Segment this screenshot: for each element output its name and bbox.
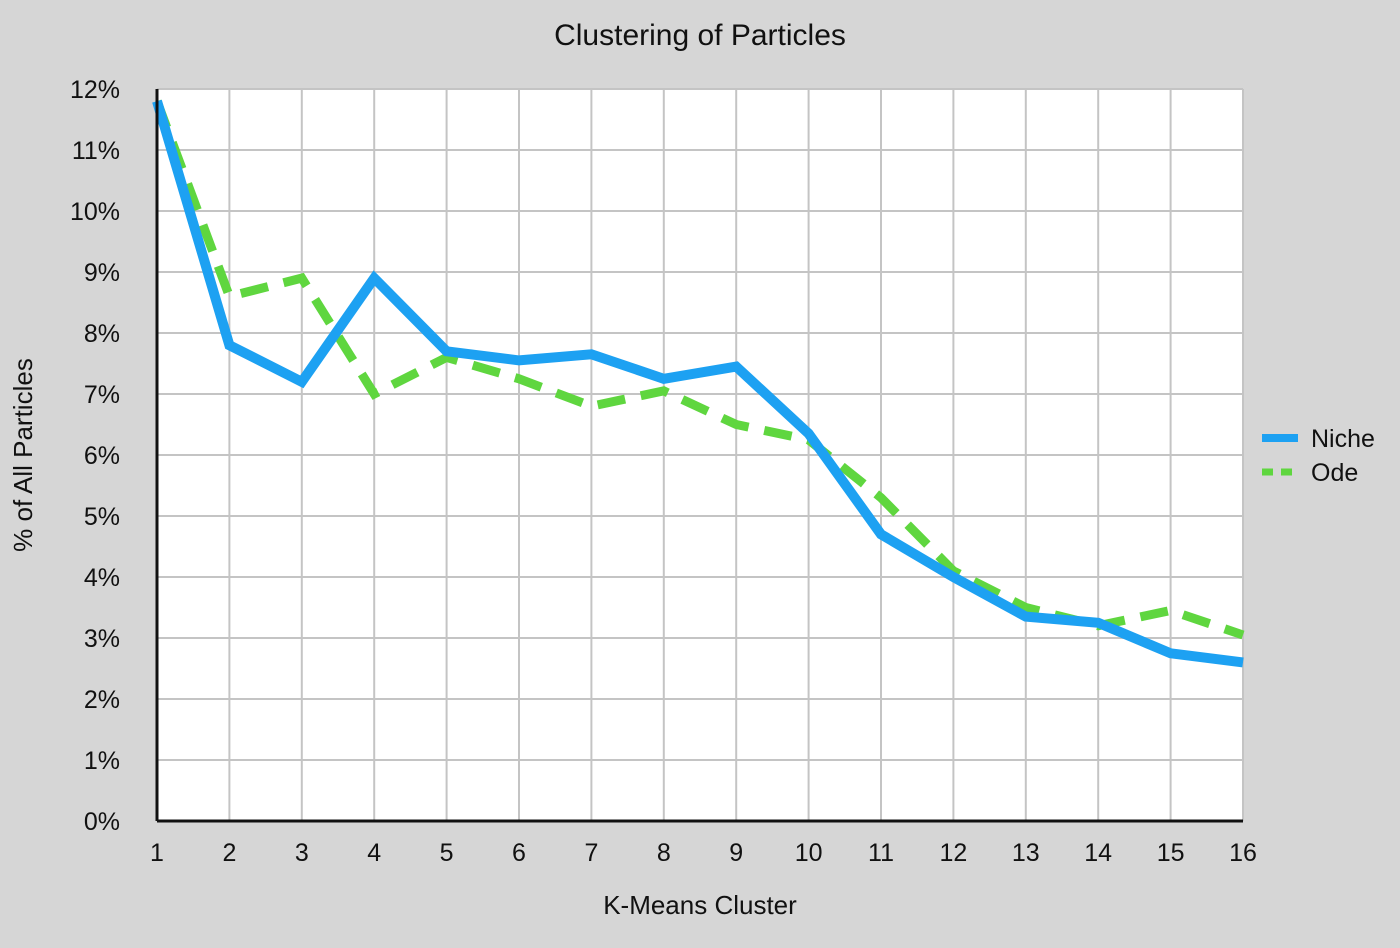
x-tick-label: 4 xyxy=(367,839,381,867)
x-tick-label: 3 xyxy=(295,839,309,867)
y-tick-label: 1% xyxy=(84,747,120,775)
x-tick-label: 2 xyxy=(222,839,236,867)
axes xyxy=(155,89,1243,823)
x-tick-label: 1 xyxy=(150,839,164,867)
y-axis-label: % of All Particles xyxy=(8,358,38,552)
series-line-niche xyxy=(152,99,1244,668)
x-axis-ticks: 1 2 3 4 5 6 7 8 9 10 11 12 13 14 15 16 xyxy=(150,839,1257,867)
x-tick-label: 16 xyxy=(1229,839,1257,867)
x-tick-label: 11 xyxy=(868,839,894,867)
legend: Niche Ode xyxy=(1262,425,1375,487)
y-tick-label: 8% xyxy=(84,320,120,348)
y-tick-label: 3% xyxy=(84,625,120,653)
chart-title: Clustering of Particles xyxy=(554,19,846,52)
y-tick-label: 7% xyxy=(84,381,120,409)
x-tick-label: 8 xyxy=(657,839,671,867)
x-tick-label: 7 xyxy=(584,839,598,867)
x-axis-label: K-Means Cluster xyxy=(603,890,797,920)
y-tick-label: 2% xyxy=(84,686,120,714)
y-tick-label: 11% xyxy=(72,137,120,165)
x-tick-label: 14 xyxy=(1084,839,1112,867)
x-tick-label: 12 xyxy=(939,839,967,867)
y-tick-label: 9% xyxy=(84,259,120,287)
x-tick-label: 6 xyxy=(512,839,526,867)
y-tick-label: 6% xyxy=(84,442,120,470)
y-tick-label: 12% xyxy=(70,76,120,104)
x-tick-label: 5 xyxy=(440,839,454,867)
x-tick-label: 13 xyxy=(1012,839,1040,867)
y-tick-label: 10% xyxy=(70,198,120,226)
y-tick-label: 4% xyxy=(84,564,120,592)
x-tick-label: 15 xyxy=(1157,839,1185,867)
x-tick-label: 10 xyxy=(795,839,823,867)
y-tick-label: 0% xyxy=(84,808,120,836)
y-tick-label: 5% xyxy=(84,503,120,531)
series-lines xyxy=(152,99,1245,668)
y-axis-ticks: 0% 1% 2% 3% 4% 5% 6% 7% 8% 9% 10% 11% 12% xyxy=(70,76,120,836)
legend-label-ode: Ode xyxy=(1311,459,1358,487)
grid-lines xyxy=(157,88,1244,821)
legend-label-niche: Niche xyxy=(1311,425,1375,453)
x-tick-label: 9 xyxy=(729,839,743,867)
